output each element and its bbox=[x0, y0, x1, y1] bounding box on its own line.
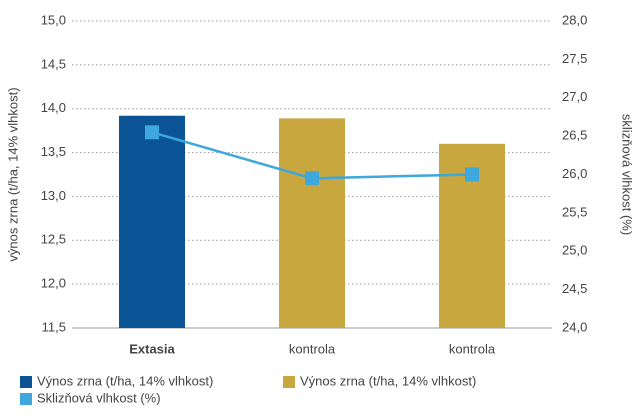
y2-tick-label: 27,5 bbox=[562, 51, 587, 66]
line-marker bbox=[465, 167, 479, 182]
x-tick-label: Extasia bbox=[129, 341, 175, 356]
bar bbox=[279, 118, 345, 328]
legend-label: Sklizňová vlhkost (%) bbox=[37, 390, 161, 405]
line-marker bbox=[145, 125, 159, 140]
x-tick-label: kontrola bbox=[449, 341, 496, 356]
y-tick-label: 13,5 bbox=[41, 144, 66, 159]
legend-label: Výnos zrna (t/ha, 14% vlhkost) bbox=[37, 373, 213, 388]
y2-tick-label: 24,0 bbox=[562, 319, 587, 334]
y-tick-label: 11,5 bbox=[42, 319, 66, 334]
y2-axis-title: sklizňová vlhkost (%) bbox=[620, 114, 635, 235]
legend-label: Výnos zrna (t/ha, 14% vlhkost) bbox=[300, 373, 476, 388]
y-tick-label: 13,0 bbox=[41, 188, 66, 203]
legend-swatch bbox=[283, 376, 295, 388]
line-marker bbox=[305, 171, 319, 186]
legend-swatch bbox=[20, 393, 32, 405]
y2-tick-label: 25,0 bbox=[562, 243, 587, 258]
y-tick-label: 14,0 bbox=[41, 100, 66, 115]
y-tick-label: 15,0 bbox=[41, 12, 66, 27]
y-tick-label: 14,5 bbox=[41, 56, 66, 71]
y2-tick-label: 27,0 bbox=[562, 89, 587, 104]
y2-tick-label: 28,0 bbox=[562, 12, 587, 27]
bar bbox=[119, 115, 185, 328]
y2-tick-label: 25,5 bbox=[562, 204, 587, 219]
legend-swatch bbox=[20, 376, 32, 388]
y-axis-title: výnos zrna (t/ha, 14% vlhkost) bbox=[5, 87, 20, 261]
y2-tick-label: 24,5 bbox=[562, 281, 587, 296]
y2-tick-label: 26,5 bbox=[562, 128, 587, 143]
y-tick-label: 12,5 bbox=[41, 232, 66, 247]
y2-tick-label: 26,0 bbox=[562, 166, 587, 181]
y-tick-label: 12,0 bbox=[41, 276, 66, 291]
x-tick-label: kontrola bbox=[289, 341, 336, 356]
